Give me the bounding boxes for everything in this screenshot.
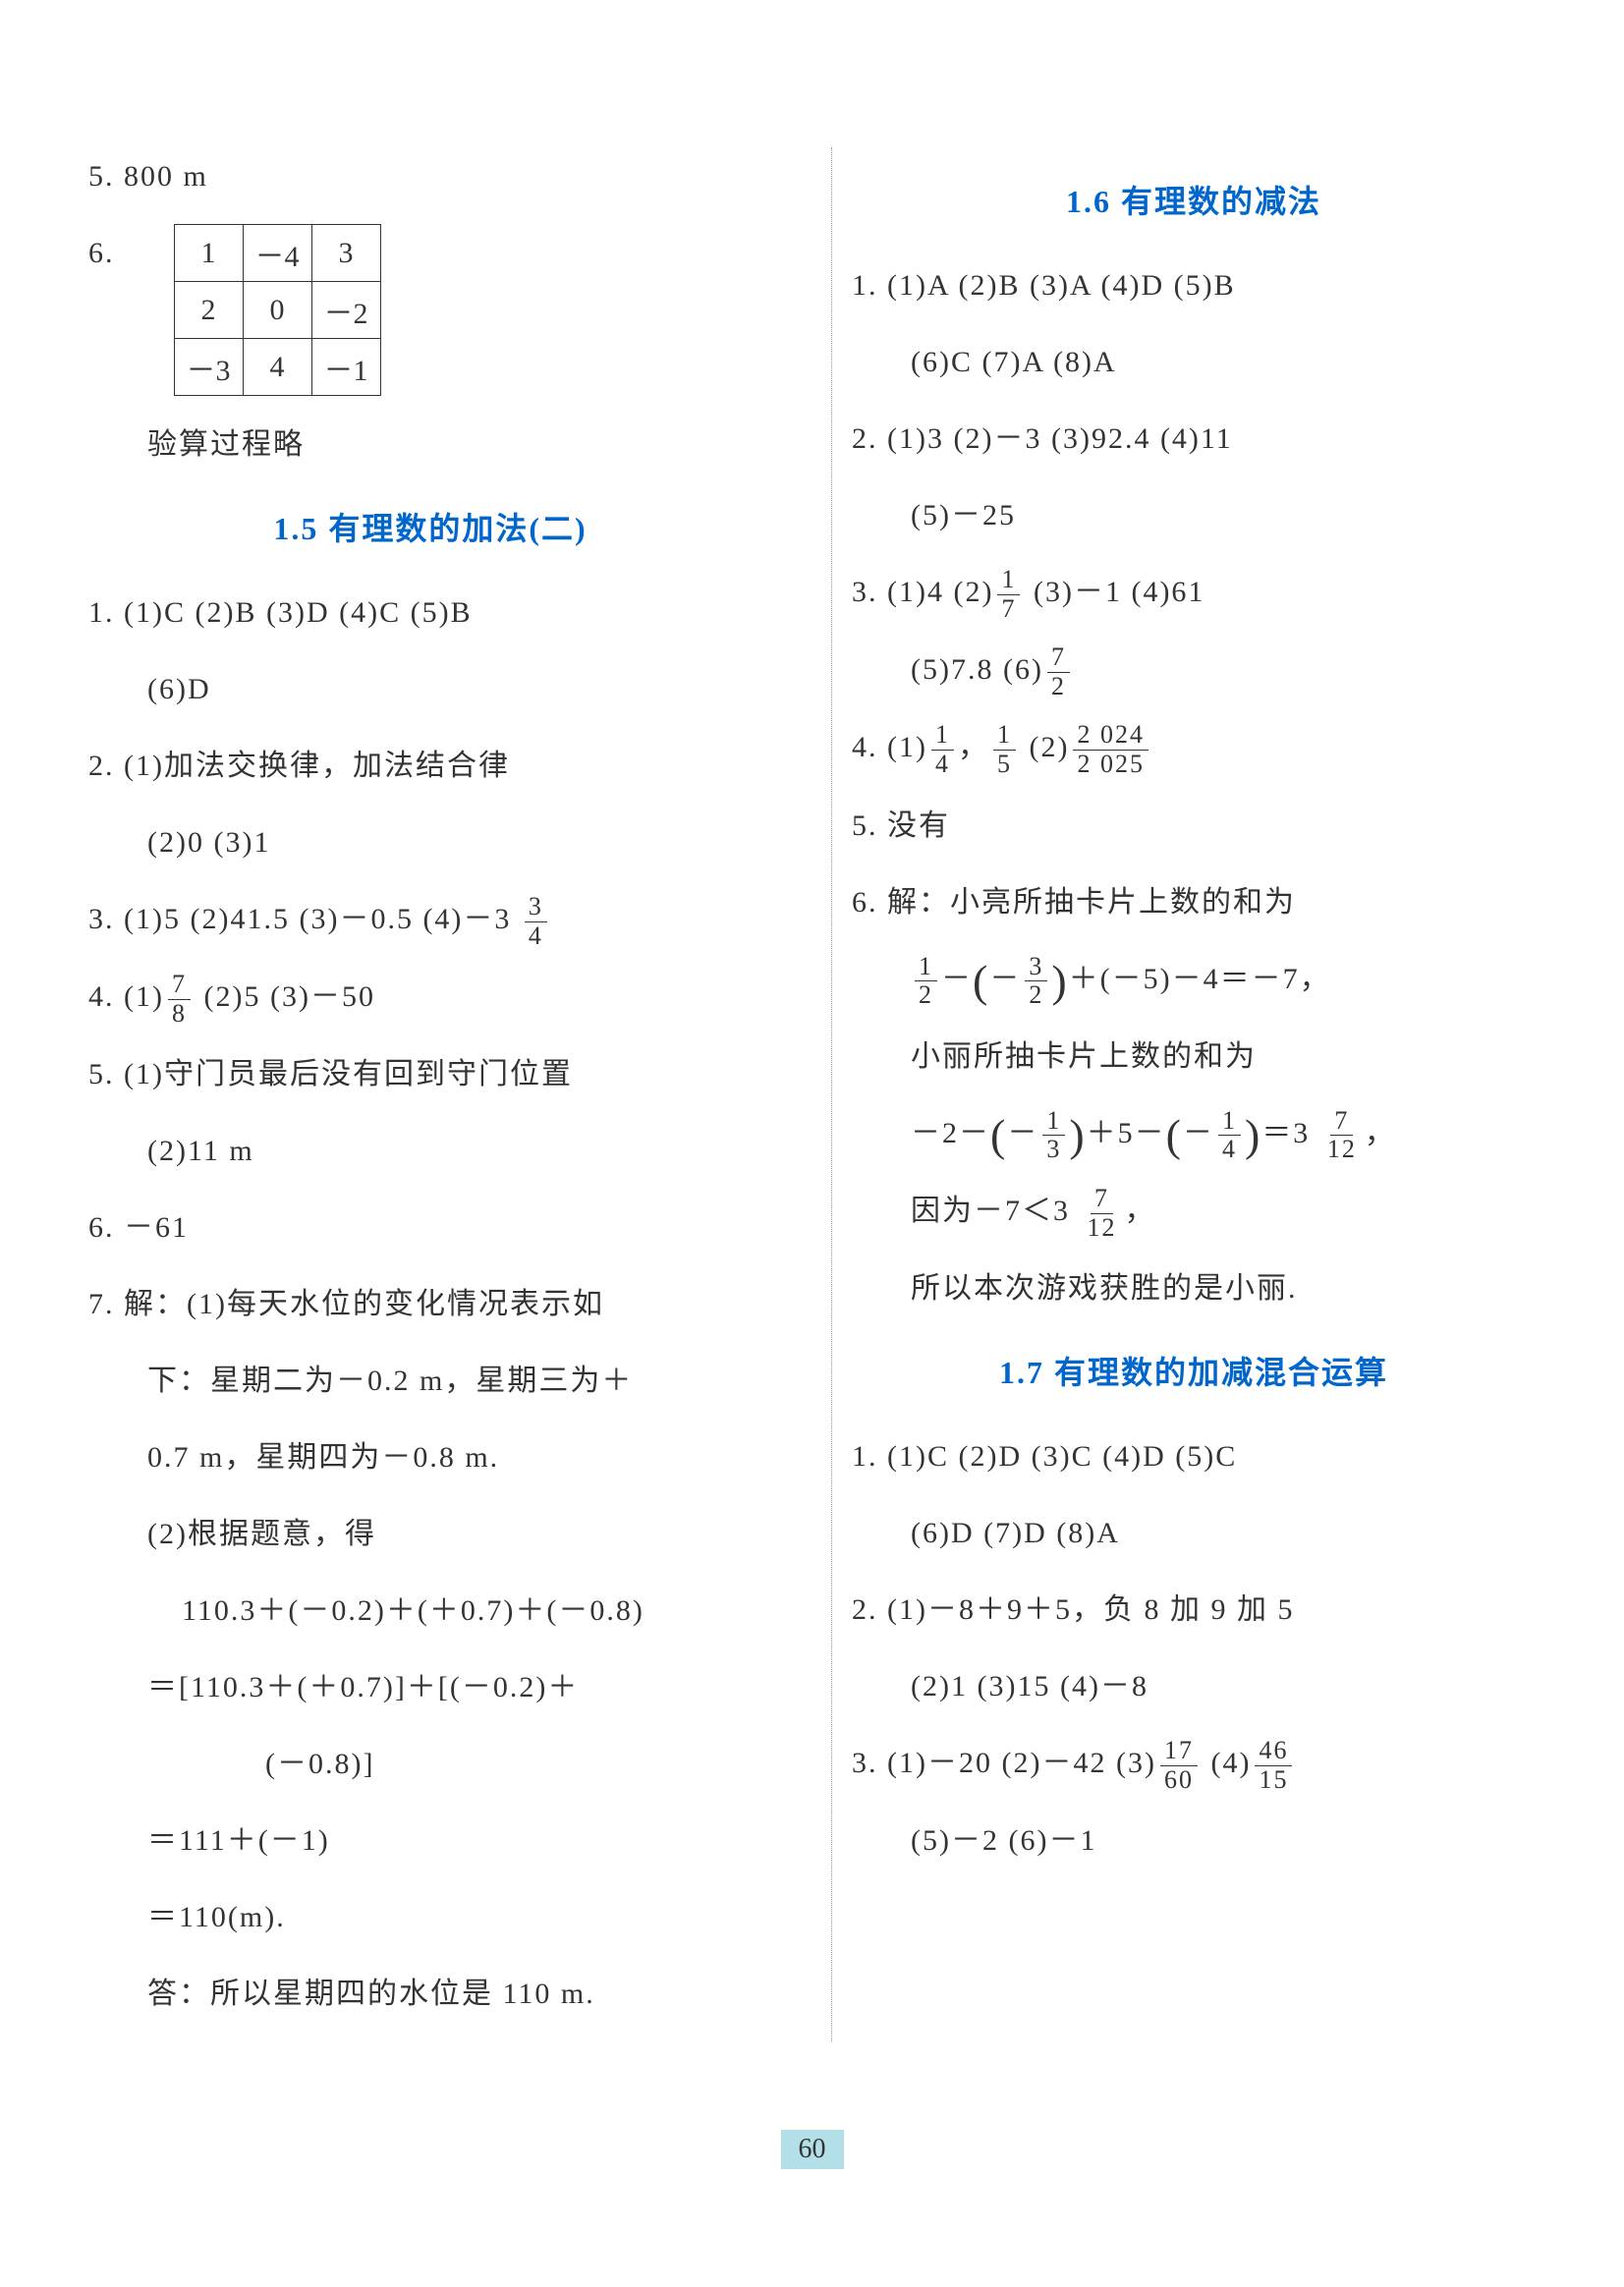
text: －2－	[911, 1117, 990, 1149]
r-q6d: 所以本次游戏获胜的是小丽.	[852, 1259, 1536, 1318]
fraction: 17	[997, 566, 1020, 623]
r-r3: 3. (1)－20 (2)－42 (3)1760 (4)4615	[852, 1734, 1536, 1794]
l-q4: 4. (1)78 (2)5 (3)－50	[88, 968, 772, 1028]
r-q6-line2: －2－(－13)＋5－(－14)＝3 712，	[852, 1104, 1536, 1164]
fraction: 34	[525, 893, 547, 950]
fraction: 72	[1047, 643, 1070, 700]
cell: 2	[174, 282, 243, 339]
l-q7j: 答：所以星期四的水位是 110 m.	[88, 1965, 772, 2024]
l-q7a: 7. 解：(1)每天水位的变化情况表示如	[88, 1275, 772, 1334]
text: 因为－7＜3	[911, 1195, 1080, 1227]
text: (3)－1 (4)61	[1024, 576, 1204, 608]
l-q5b: 5. (1)守门员最后没有回到守门位置	[88, 1045, 772, 1104]
text: ，	[1125, 1195, 1156, 1227]
fraction: 712	[1084, 1185, 1121, 1242]
rparen-icon: )	[1245, 1110, 1261, 1160]
l-q7b: 下：星期二为－0.2 m，星期三为＋	[88, 1352, 772, 1411]
r-r2b: (2)1 (3)15 (4)－8	[852, 1657, 1536, 1716]
r-q6c: 因为－7＜3 712，	[852, 1182, 1536, 1242]
rparen-icon: )	[1069, 1110, 1086, 1160]
q6-label: 6.	[88, 224, 115, 283]
l-q2b: (2)0 (3)1	[88, 813, 772, 872]
cell: －3	[174, 339, 243, 396]
section-title-1-6: 1.6 有理数的减法	[852, 177, 1536, 222]
text: ＝3	[1261, 1117, 1319, 1149]
r-q1b: (6)C (7)A (8)A	[852, 333, 1536, 392]
r-q3c: (5)7.8 (6)72	[852, 641, 1536, 700]
l-q7g: (－0.8)]	[88, 1735, 772, 1794]
cell: 4	[243, 339, 311, 396]
text: (5)7.8 (6)	[911, 653, 1043, 686]
q6-table: 1－43 20－2 －34－1	[174, 224, 381, 396]
l-q2: 2. (1)加法交换律，加法结合律	[88, 737, 772, 796]
r-q6b: 小丽所抽卡片上数的和为	[852, 1028, 1536, 1087]
l-q7e: 110.3＋(－0.2)＋(＋0.7)＋(－0.8)	[88, 1582, 772, 1641]
r-q1: 1. (1)A (2)B (3)A (4)D (5)B	[852, 256, 1536, 315]
fraction: 2 0242 025	[1073, 721, 1148, 778]
r-q5: 5. 没有	[852, 797, 1536, 856]
cell: 3	[311, 225, 380, 282]
r-q6-line1: 12－(－32)＋(－5)－4＝－7，	[852, 950, 1536, 1010]
right-column: 1.6 有理数的减法 1. (1)A (2)B (3)A (4)D (5)B (…	[831, 147, 1536, 2041]
text: ，	[958, 731, 989, 763]
l-q7d: (2)根据题意，得	[88, 1505, 772, 1564]
text: (2)5 (3)－50	[195, 980, 375, 1013]
lparen-icon: (	[990, 1110, 1007, 1160]
fraction: 78	[168, 971, 191, 1028]
cell: －2	[311, 282, 380, 339]
l-q7i: ＝110(m).	[88, 1888, 772, 1947]
r-q3: 3. (1)4 (2)17 (3)－1 (4)61	[852, 563, 1536, 623]
left-column: 5. 800 m 6. 1－43 20－2 －34－1 验算过程略 1.5 有理…	[88, 147, 792, 2041]
r-r1: 1. (1)C (2)D (3)C (4)D (5)C	[852, 1427, 1536, 1486]
r-q2: 2. (1)3 (2)－3 (3)92.4 (4)11	[852, 410, 1536, 469]
fraction: 712	[1323, 1107, 1361, 1164]
q5: 5. 800 m	[88, 147, 772, 206]
lparen-icon: (	[1166, 1110, 1183, 1160]
page-number: 60	[781, 2130, 844, 2169]
fraction: 13	[1042, 1107, 1065, 1164]
r-r3c: (5)－2 (6)－1	[852, 1812, 1536, 1870]
fraction: 32	[1025, 953, 1047, 1010]
l-q1: 1. (1)C (2)B (3)D (4)C (5)B	[88, 584, 772, 642]
r-q2b: (5)－25	[852, 486, 1536, 545]
cell: 1	[174, 225, 243, 282]
text: ＋5－	[1087, 1117, 1166, 1149]
text: (2)	[1020, 731, 1069, 763]
text: ＋(－5)－4＝－7，	[1069, 963, 1331, 995]
fraction: 14	[931, 721, 954, 778]
l-q7c: 0.7 m，星期四为－0.8 m.	[88, 1428, 772, 1487]
l-q1b: (6)D	[88, 660, 772, 719]
l-q3: 3. (1)5 (2)41.5 (3)－0.5 (4)－3 34	[88, 890, 772, 950]
fraction: 15	[993, 721, 1016, 778]
section-title-1-7: 1.7 有理数的加减混合运算	[852, 1348, 1536, 1393]
cell: 0	[243, 282, 311, 339]
text: ，	[1365, 1117, 1396, 1149]
l-q5c: (2)11 m	[88, 1122, 772, 1181]
r-q4: 4. (1)14，15 (2)2 0242 025	[852, 718, 1536, 778]
cell: －1	[311, 339, 380, 396]
section-title-1-5: 1.5 有理数的加法(二)	[88, 504, 772, 549]
text: 3. (1)－20 (2)－42 (3)	[852, 1747, 1156, 1779]
rparen-icon: )	[1051, 956, 1068, 1006]
l-q6b: 6. －61	[88, 1199, 772, 1257]
fraction: 1760	[1160, 1737, 1198, 1794]
l-q7f: ＝[110.3＋(＋0.7)]＋[(－0.2)＋	[88, 1658, 772, 1717]
l-q7h: ＝111＋(－1)	[88, 1812, 772, 1870]
text: (4)	[1202, 1747, 1251, 1779]
lparen-icon: (	[973, 956, 989, 1006]
text: 3. (1)4 (2)	[852, 576, 993, 608]
text: －	[941, 963, 973, 995]
fraction: 12	[915, 953, 937, 1010]
r-q6a: 6. 解：小亮所抽卡片上数的和为	[852, 873, 1536, 932]
cell: －4	[243, 225, 311, 282]
fraction: 4615	[1255, 1737, 1292, 1794]
r-r2: 2. (1)－8＋9＋5，负 8 加 9 加 5	[852, 1581, 1536, 1640]
text: 3. (1)5 (2)41.5 (3)－0.5 (4)－3	[88, 903, 521, 935]
r-r1b: (6)D (7)D (8)A	[852, 1504, 1536, 1563]
text: 4. (1)	[852, 731, 927, 763]
q6-note: 验算过程略	[88, 416, 772, 474]
text: 4. (1)	[88, 980, 164, 1013]
fraction: 14	[1218, 1107, 1241, 1164]
